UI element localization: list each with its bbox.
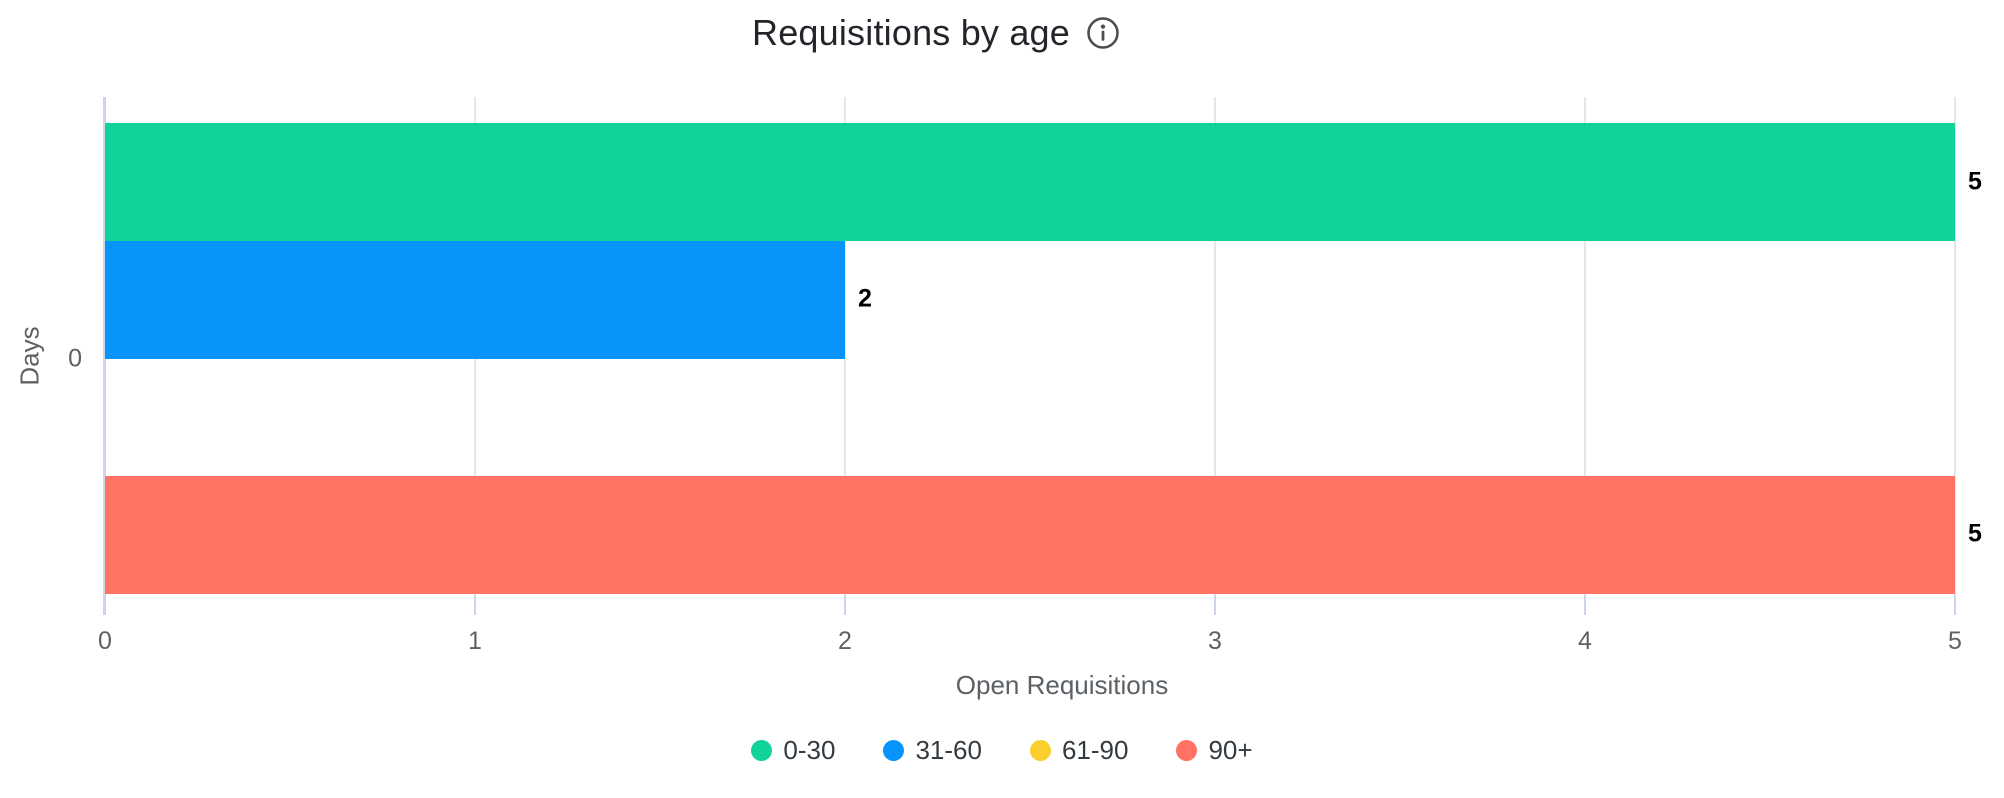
x-axis-tick bbox=[1954, 595, 1956, 615]
x-gridline bbox=[1584, 97, 1586, 595]
x-gridline bbox=[844, 97, 846, 595]
legend-item-90+[interactable]: 90+ bbox=[1176, 735, 1253, 766]
x-axis-tick-label: 2 bbox=[838, 627, 852, 655]
legend-item-61-90[interactable]: 61-90 bbox=[1029, 735, 1129, 766]
y-axis-tick-label: 0 bbox=[68, 344, 82, 373]
bar-value-label: 2 bbox=[858, 284, 872, 313]
x-axis-title: Open Requisitions bbox=[955, 670, 1169, 700]
legend-label: 0-30 bbox=[783, 735, 836, 765]
bar-value-label: 5 bbox=[1968, 519, 1982, 548]
x-gridline bbox=[1214, 97, 1216, 595]
legend-label: 90+ bbox=[1208, 735, 1253, 765]
legend-label: 61-90 bbox=[1061, 735, 1129, 765]
x-axis-tick-label: 1 bbox=[468, 627, 482, 655]
legend-dot bbox=[883, 740, 905, 761]
chart-header: Requisitions by age bbox=[752, 12, 1120, 54]
legend-item-31-60[interactable]: 31-60 bbox=[883, 735, 982, 766]
x-axis-tick-label: 3 bbox=[1208, 627, 1222, 655]
x-gridline bbox=[1954, 97, 1956, 595]
x-axis-tick bbox=[1584, 595, 1586, 615]
legend: 0-30 31-60 61-90 90+ bbox=[0, 735, 2004, 766]
bar-0-30[interactable] bbox=[105, 123, 1955, 241]
legend-label: 31-60 bbox=[915, 735, 982, 765]
x-axis-tick-label: 0 bbox=[98, 627, 112, 655]
x-axis-tick bbox=[844, 595, 846, 615]
x-axis-tick bbox=[104, 595, 106, 615]
bar-90+[interactable] bbox=[105, 476, 1955, 594]
x-axis-tick bbox=[474, 595, 476, 615]
x-axis-tick bbox=[1214, 595, 1216, 615]
legend-dot bbox=[1176, 740, 1198, 761]
x-axis-tick-label: 5 bbox=[1948, 627, 1962, 655]
y-axis-line bbox=[103, 97, 106, 615]
legend-item-0-30[interactable]: 0-30 bbox=[751, 735, 835, 766]
legend-dot bbox=[751, 740, 773, 761]
legend-dot bbox=[1029, 740, 1051, 761]
bar-value-label: 5 bbox=[1968, 167, 1982, 196]
info-icon[interactable] bbox=[1086, 16, 1120, 50]
chart-title: Requisitions by age bbox=[752, 12, 1070, 53]
bar-31-60[interactable] bbox=[105, 241, 845, 359]
x-axis-tick-label: 4 bbox=[1578, 627, 1592, 655]
